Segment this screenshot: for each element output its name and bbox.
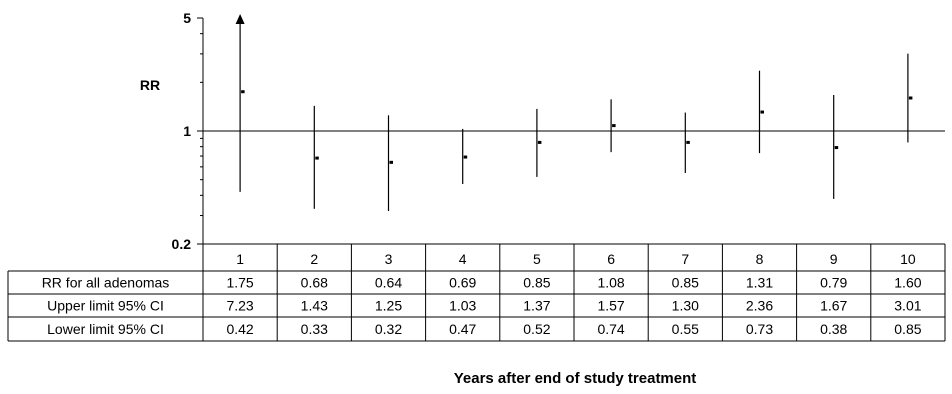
data-label: 0.38 bbox=[820, 321, 847, 337]
data-label: 0.33 bbox=[301, 321, 328, 337]
x-tick-label: 9 bbox=[830, 251, 838, 267]
data-label: 1.30 bbox=[672, 298, 699, 314]
rr-point bbox=[686, 140, 690, 144]
table-row-label: RR for all adenomas bbox=[42, 275, 170, 291]
x-tick-label: 1 bbox=[236, 251, 244, 267]
data-label: 2.36 bbox=[746, 298, 773, 314]
table-row-label: Lower limit 95% CI bbox=[47, 321, 164, 337]
data-label: 3.01 bbox=[894, 298, 921, 314]
rr-point bbox=[241, 90, 245, 94]
data-label: 0.85 bbox=[523, 275, 550, 291]
x-tick-label: 2 bbox=[310, 251, 318, 267]
rr-point bbox=[389, 160, 393, 164]
data-label: 0.79 bbox=[820, 275, 847, 291]
data-label: 0.69 bbox=[449, 275, 476, 291]
data-label: 1.43 bbox=[301, 298, 328, 314]
data-label: 0.74 bbox=[597, 321, 624, 337]
x-tick-label: 3 bbox=[385, 251, 393, 267]
rr-point bbox=[834, 146, 839, 150]
data-label: 1.25 bbox=[375, 298, 402, 314]
data-label: 1.60 bbox=[894, 275, 921, 291]
data-label: 0.52 bbox=[523, 321, 550, 337]
data-label: 0.85 bbox=[894, 321, 921, 337]
data-label: 0.68 bbox=[301, 275, 328, 291]
data-label: 1.57 bbox=[597, 298, 624, 314]
x-tick-label: 7 bbox=[681, 251, 689, 267]
y-axis-label: RR bbox=[140, 77, 160, 93]
y-tick-label: 5 bbox=[183, 10, 191, 26]
data-label: 0.73 bbox=[746, 321, 773, 337]
data-label: 1.75 bbox=[226, 275, 253, 291]
data-label: 1.08 bbox=[597, 275, 624, 291]
rr-point bbox=[537, 140, 542, 144]
rr-point bbox=[612, 124, 616, 128]
data-label: 1.67 bbox=[820, 298, 847, 314]
y-tick-label: 1 bbox=[183, 123, 191, 139]
y-tick-label: 0.2 bbox=[172, 236, 192, 252]
ci-arrow-head bbox=[235, 14, 245, 24]
data-label: 0.85 bbox=[672, 275, 699, 291]
data-label: 0.47 bbox=[449, 321, 476, 337]
data-label: 0.55 bbox=[672, 321, 699, 337]
x-axis-label: Years after end of study treatment bbox=[454, 370, 697, 387]
table-row-label: Upper limit 95% CI bbox=[47, 298, 164, 314]
data-label: 0.32 bbox=[375, 321, 402, 337]
data-label: 0.64 bbox=[375, 275, 402, 291]
x-tick-label: 8 bbox=[756, 251, 764, 267]
rr-point bbox=[315, 156, 319, 160]
x-tick-label: 6 bbox=[607, 251, 615, 267]
x-tick-label: 5 bbox=[533, 251, 541, 267]
data-label: 0.42 bbox=[226, 321, 253, 337]
x-tick-label: 4 bbox=[459, 251, 467, 267]
data-label: 1.31 bbox=[746, 275, 773, 291]
rr-point bbox=[908, 96, 913, 100]
x-tick-label: 10 bbox=[900, 251, 916, 267]
data-label: 1.37 bbox=[523, 298, 550, 314]
data-label: 1.03 bbox=[449, 298, 476, 314]
rr-point bbox=[463, 155, 468, 159]
rr-point bbox=[760, 110, 764, 114]
data-label: 7.23 bbox=[226, 298, 253, 314]
